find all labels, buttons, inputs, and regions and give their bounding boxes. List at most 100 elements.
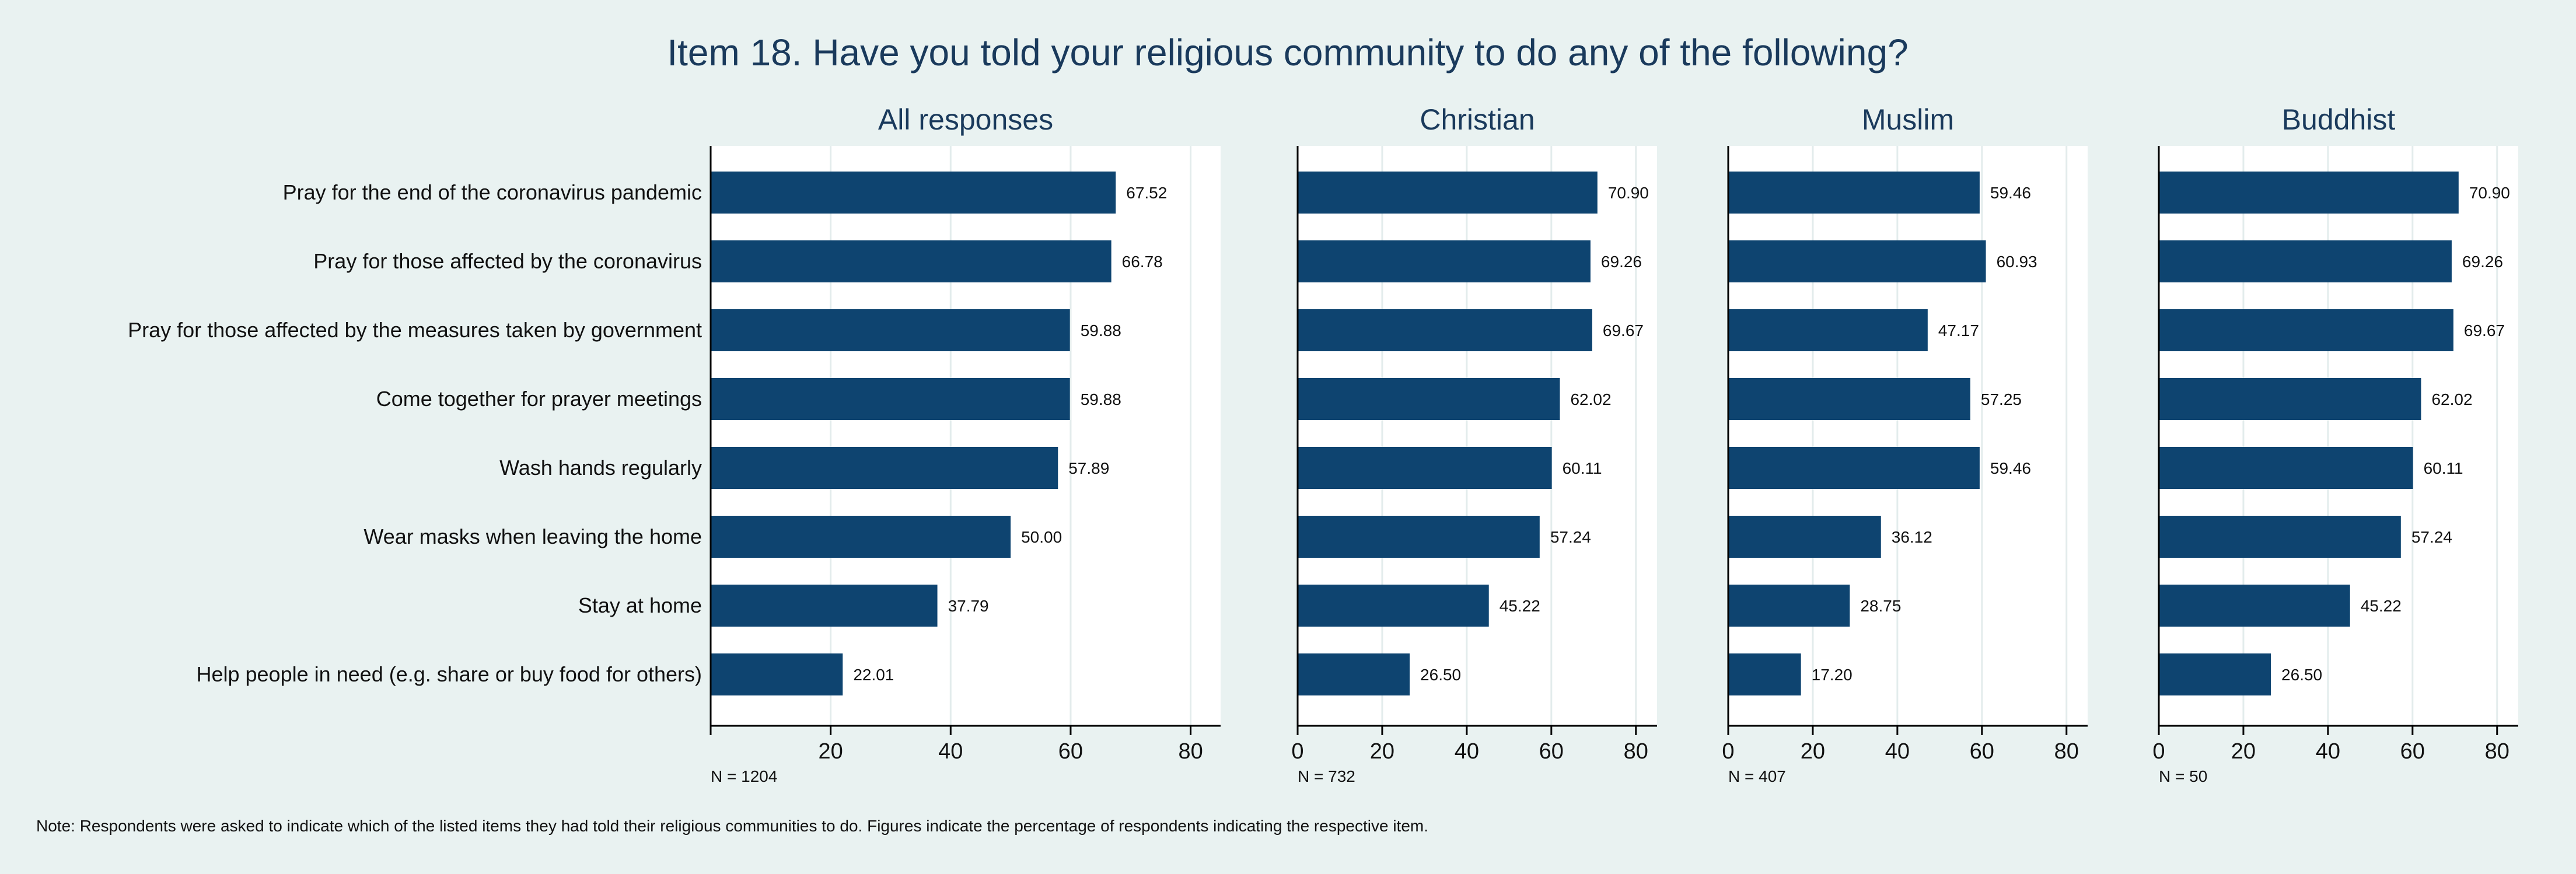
data-label: 57.24 <box>1550 528 1591 546</box>
bar <box>711 653 843 695</box>
chart-panels: All responses 67.52 66.78 59.88 59.88 57.89 50… <box>709 103 2518 785</box>
data-label: 69.26 <box>2462 253 2503 271</box>
bar <box>1728 516 1881 558</box>
bar <box>1298 309 1592 351</box>
x-tick-label: 40 <box>938 739 963 764</box>
x-tick-label: 60 <box>1058 739 1083 764</box>
category-label: Help people in need (e.g. share or buy f… <box>196 662 702 686</box>
data-label: 47.17 <box>1938 321 1979 340</box>
bar <box>1298 172 1598 214</box>
x-tick-label: 20 <box>2231 739 2256 764</box>
bar <box>711 447 1058 489</box>
category-label: Wash hands regularly <box>499 456 702 480</box>
bar <box>1728 653 1801 695</box>
data-label: 36.12 <box>1892 528 1932 546</box>
x-tick-label: 40 <box>2316 739 2340 764</box>
bar <box>711 585 938 627</box>
chart-title: Item 18. Have you told your religious co… <box>667 32 1908 74</box>
x-tick-label: 40 <box>1885 739 1910 764</box>
data-label: 57.25 <box>1981 390 2022 408</box>
x-tick-label: 60 <box>1970 739 1994 764</box>
category-label: Wear masks when leaving the home <box>363 525 702 548</box>
category-label: Pray for the end of the coronavirus pand… <box>283 180 702 204</box>
x-tick-label: 80 <box>1624 739 1648 764</box>
bar <box>1728 172 1980 214</box>
panel: Buddhist 70.90 69.26 69.67 62.02 60.11 57.24 45… <box>2152 103 2518 785</box>
bar <box>1298 378 1560 420</box>
data-label: 59.46 <box>1990 184 2031 202</box>
data-label: 67.52 <box>1126 184 1167 202</box>
data-label: 69.67 <box>1603 321 1644 340</box>
bar <box>711 172 1116 214</box>
category-label: Stay at home <box>578 593 702 617</box>
x-tick-label: 20 <box>1370 739 1394 764</box>
bar <box>1298 447 1552 489</box>
data-label: 70.90 <box>1608 184 1649 202</box>
bar <box>2159 378 2421 420</box>
chart-note: Note: Respondents were asked to indicate… <box>36 817 1428 835</box>
bar <box>1298 240 1591 282</box>
data-label: 60.11 <box>1563 459 1602 477</box>
data-label: 59.46 <box>1990 459 2031 477</box>
panel-plot-area <box>1728 146 2088 726</box>
x-tick-label: 80 <box>1178 739 1203 764</box>
x-tick-label: 60 <box>1539 739 1564 764</box>
bar <box>1298 516 1540 558</box>
x-tick-label: 80 <box>2054 739 2079 764</box>
x-tick-label: 20 <box>1801 739 1825 764</box>
data-label: 59.88 <box>1081 390 1121 408</box>
data-label: 50.00 <box>1021 528 1062 546</box>
bar <box>2159 516 2401 558</box>
bar <box>1728 240 1986 282</box>
data-label: 26.50 <box>1420 666 1461 684</box>
bar <box>2159 309 2453 351</box>
bar <box>711 240 1112 282</box>
bar <box>2159 653 2271 695</box>
data-label: 69.26 <box>1601 253 1642 271</box>
panel-title: All responses <box>878 103 1053 136</box>
data-label: 62.02 <box>2431 390 2472 408</box>
bar <box>2159 172 2459 214</box>
data-label: 45.22 <box>2361 597 2402 615</box>
data-label: 37.79 <box>948 597 989 615</box>
data-label: 17.20 <box>1812 666 1853 684</box>
panel-plot-area <box>2159 146 2518 726</box>
category-label: Pray for those affected by the coronavir… <box>313 249 702 273</box>
data-label: 26.50 <box>2281 666 2322 684</box>
panel-plot-area <box>1298 146 1657 726</box>
category-labels: Pray for the end of the coronavirus pand… <box>128 180 702 686</box>
bar <box>711 378 1070 420</box>
data-label: 60.93 <box>1997 253 2037 271</box>
panel: Christian 70.90 69.26 69.67 62.02 60.11 57.24 4… <box>1291 103 1657 785</box>
data-label: 66.78 <box>1122 253 1163 271</box>
bar <box>1728 447 1980 489</box>
panel: All responses 67.52 66.78 59.88 59.88 57.89 50… <box>709 103 1221 785</box>
data-label: 57.24 <box>2411 528 2452 546</box>
x-tick-label: 20 <box>819 739 843 764</box>
x-tick-label: 0 <box>2152 739 2165 764</box>
x-tick-label: 0 <box>1722 739 1734 764</box>
sample-size-label: N = 50 <box>2159 767 2207 785</box>
panel-title: Buddhist <box>2282 103 2396 136</box>
bar <box>1728 378 1970 420</box>
data-label: 62.02 <box>1570 390 1611 408</box>
data-label: 70.90 <box>2469 184 2510 202</box>
bar <box>711 516 1011 558</box>
category-label: Pray for those affected by the measures … <box>128 318 702 342</box>
data-label: 59.88 <box>1081 321 1121 340</box>
x-tick-label: 0 <box>1291 739 1303 764</box>
panel: Muslim 59.46 60.93 47.17 57.25 59.46 36.12 28.7… <box>1722 103 2088 785</box>
bar <box>1298 585 1489 627</box>
bar <box>2159 585 2350 627</box>
bar <box>1728 309 1928 351</box>
x-tick-label: 80 <box>2485 739 2509 764</box>
category-label: Come together for prayer meetings <box>376 387 702 411</box>
panel-title: Christian <box>1420 103 1535 136</box>
x-tick-label: 60 <box>2400 739 2425 764</box>
bar <box>2159 447 2413 489</box>
data-label: 57.89 <box>1068 459 1109 477</box>
panel-plot-area <box>711 146 1221 726</box>
data-label: 69.67 <box>2464 321 2505 340</box>
